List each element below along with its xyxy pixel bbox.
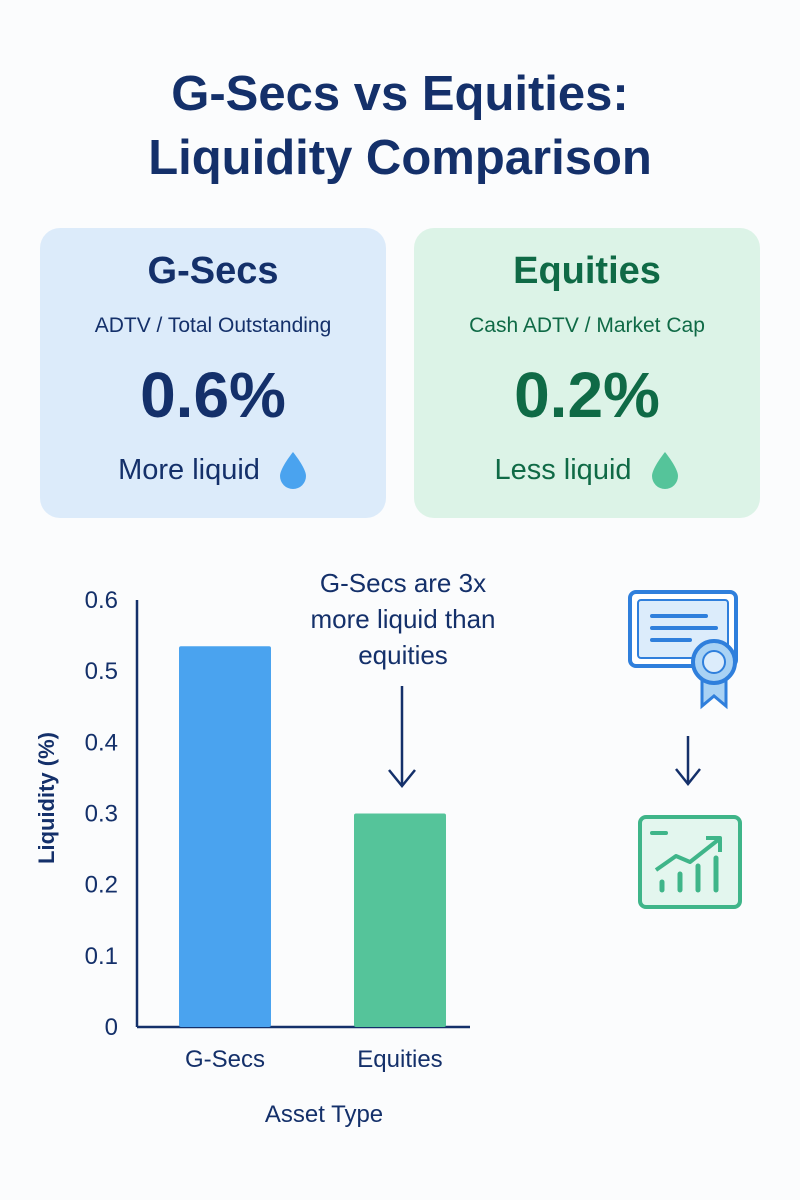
y-tick-label: 0.2	[85, 872, 118, 899]
water-drop-icon	[279, 452, 306, 489]
arrow-down-icon	[675, 736, 701, 787]
equities-card: Equities Cash ADTV / Market Cap 0.2% Les…	[414, 228, 760, 518]
annotation-arrow-icon	[388, 686, 416, 788]
equities-card-name: Equities	[513, 250, 661, 292]
x-tick-label: Equities	[357, 1046, 442, 1073]
x-axis-label: Asset Type	[265, 1101, 383, 1128]
annotation-line-1: G-Secs are 3x	[320, 568, 486, 598]
chart-annotation: G-Secs are 3x more liquid than equities	[311, 568, 496, 788]
gsecs-card-tag: More liquid	[40, 450, 386, 490]
y-tick-labels: 0 0.1 0.2 0.3 0.4 0.5 0.6	[85, 587, 118, 1041]
equities-card-metric: Cash ADTV / Market Cap	[469, 314, 705, 337]
gsecs-card: G-Secs ADTV / Total Outstanding 0.6% Mor…	[40, 228, 386, 518]
water-drop-icon	[651, 452, 678, 489]
title-line-1: G-Secs vs Equities:	[171, 67, 629, 121]
y-tick-label: 0.3	[85, 801, 118, 828]
page-title: G-Secs vs Equities: Liquidity Comparison	[0, 62, 800, 190]
bar-g-secs	[179, 646, 271, 1027]
equities-card-tag-label: Less liquid	[494, 453, 632, 486]
equities-card-value: 0.2%	[514, 359, 660, 431]
certificate-icon	[628, 590, 738, 710]
gsecs-card-tag-label: More liquid	[118, 453, 260, 486]
y-tick-label: 0	[105, 1014, 118, 1041]
bar-equities	[354, 813, 446, 1027]
x-tick-labels: G-Secs Equities	[185, 1046, 443, 1073]
chart-bars	[179, 646, 446, 1027]
y-tick-label: 0.6	[85, 587, 118, 614]
y-axis-label: Liquidity (%)	[34, 732, 59, 864]
annotation-line-3: equities	[358, 640, 448, 670]
x-tick-label: G-Secs	[185, 1046, 265, 1073]
gsecs-card-name: G-Secs	[147, 250, 279, 292]
y-tick-label: 0.1	[85, 943, 118, 970]
chart-growth-icon	[638, 815, 742, 909]
annotation-line-2: more liquid than	[311, 604, 496, 634]
gsecs-card-metric: ADTV / Total Outstanding	[94, 314, 332, 337]
gsecs-card-value: 0.6%	[140, 359, 286, 431]
title-line-2: Liquidity Comparison	[148, 131, 652, 185]
y-tick-label: 0.5	[85, 658, 118, 685]
y-tick-label: 0.4	[85, 729, 118, 756]
liquidity-bar-chart: 0 0.1 0.2 0.3 0.4 0.5 0.6 G-Secs Equities Asset…	[34, 568, 742, 1128]
equities-card-tag: Less liquid	[414, 450, 760, 490]
